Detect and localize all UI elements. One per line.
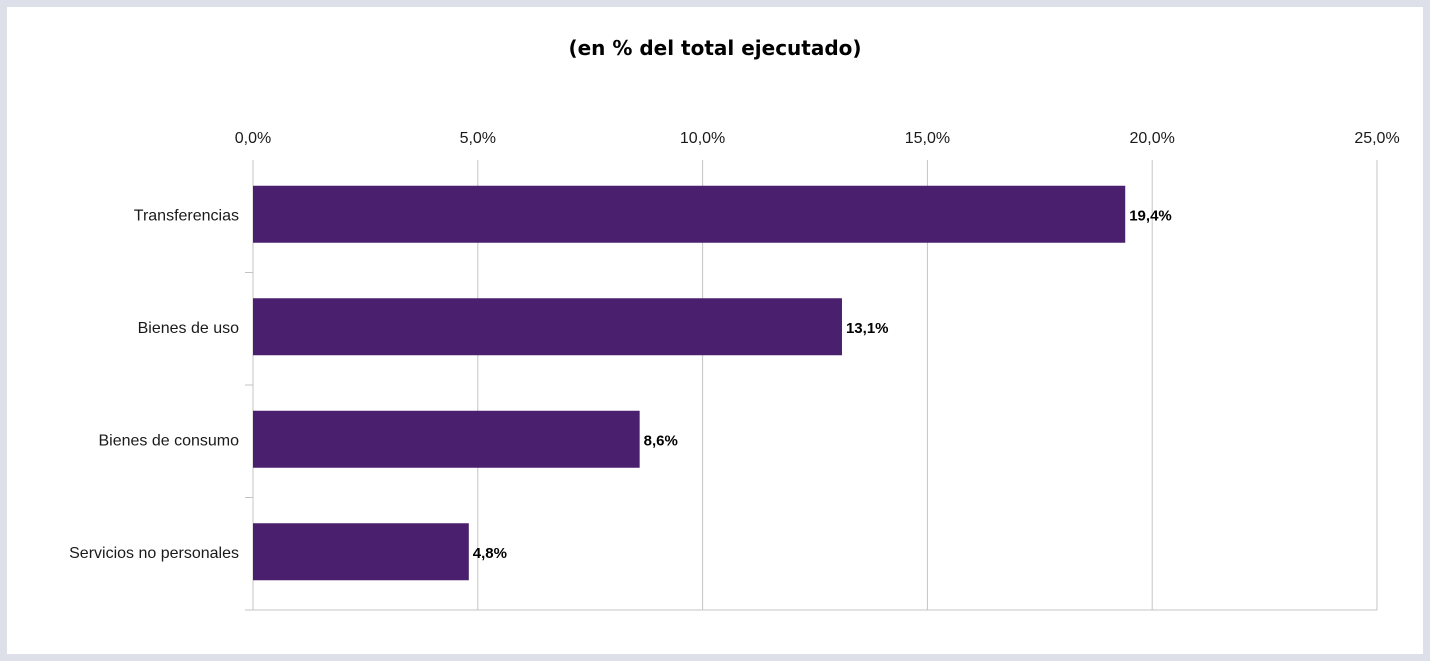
- bar-3: [253, 523, 469, 581]
- category-label: Bienes de uso: [138, 320, 240, 337]
- bars: [253, 185, 1126, 581]
- category-labels: Transferencias 19,4% Bienes de uso 13,1% Bie…: [69, 207, 1172, 562]
- data-label: 4,8%: [473, 545, 507, 562]
- x-tick-label: 25,0%: [1354, 130, 1399, 147]
- bar-2: [253, 410, 640, 468]
- x-axis-ticks: 0,0% 5,0% 10,0% 15,0% 20,0% 25,0%: [235, 130, 1400, 147]
- x-tick-label: 10,0%: [680, 130, 725, 147]
- category-label: Transferencias: [134, 207, 239, 224]
- chart-title: (en % del total ejecutado): [568, 36, 862, 60]
- data-label: 8,6%: [644, 432, 678, 449]
- category-label: Bienes de consumo: [98, 432, 239, 449]
- category-label: Servicios no personales: [69, 545, 239, 562]
- bar-0: [253, 185, 1126, 243]
- x-tick-label: 15,0%: [905, 130, 950, 147]
- x-tick-label: 0,0%: [235, 130, 271, 147]
- x-tick-label: 20,0%: [1130, 130, 1175, 147]
- bar-1: [253, 298, 842, 356]
- x-tick-label: 5,0%: [460, 130, 496, 147]
- data-label: 19,4%: [1129, 207, 1172, 224]
- data-label: 13,1%: [846, 320, 889, 337]
